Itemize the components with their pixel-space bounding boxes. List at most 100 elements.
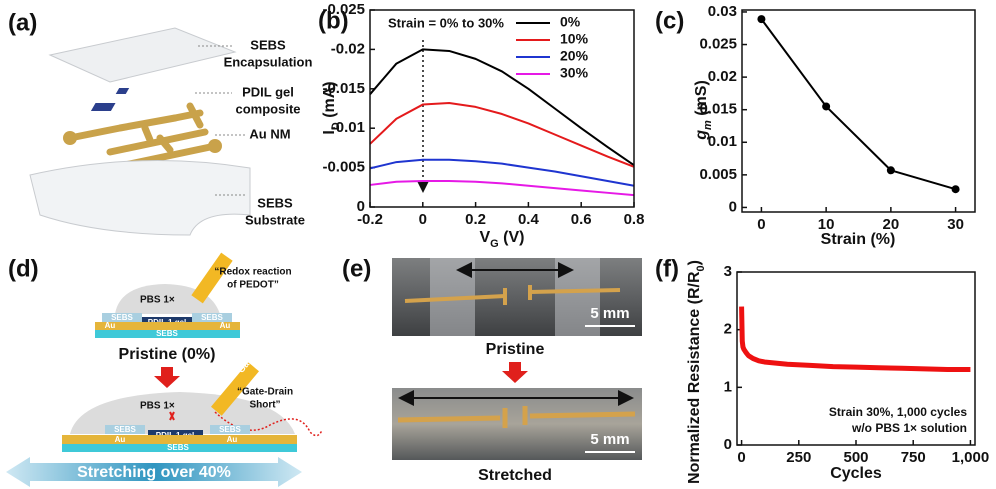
- data-line: [370, 103, 634, 167]
- pbs-label: PBS 1×: [140, 295, 175, 306]
- x-tick-label: 0.4: [518, 211, 540, 228]
- layer-label: SEBS: [257, 195, 293, 210]
- layer-label: composite: [235, 101, 300, 116]
- legend-label: 10%: [560, 31, 589, 47]
- x-tick-label: 0: [419, 211, 427, 228]
- caption: Pristine: [486, 341, 545, 358]
- panel-label: (a): [8, 9, 37, 36]
- panel-e: (e) 5 mm Pristine 5 mm Stretched: [342, 255, 642, 484]
- layer-text: SEBS: [114, 425, 136, 434]
- substrate-sheet: [30, 160, 250, 235]
- x-axis-label-part: G: [490, 238, 499, 250]
- y-tick-label: 1: [724, 378, 732, 395]
- layer-text: SEBS: [219, 425, 241, 434]
- y-tick-label: 0: [724, 436, 732, 453]
- au-pad: [63, 131, 77, 145]
- scale-label: 5 mm: [590, 431, 629, 448]
- y-axis-label-part: D: [330, 122, 342, 130]
- x-tick-label: -0.2: [357, 211, 383, 228]
- legend-label: 0%: [560, 14, 581, 30]
- stretch-label: Stretching over 40%: [77, 464, 231, 481]
- layer-label: Substrate: [245, 212, 305, 227]
- gel-pad: [116, 88, 129, 94]
- y-axis-label-part: (mS): [693, 80, 710, 120]
- y-axis-label: Normalized Resistance (R/R0): [686, 260, 707, 484]
- y-tick-label: 3: [724, 263, 732, 280]
- x-tick-label: 0.6: [571, 211, 592, 228]
- layer-text: Au: [105, 321, 116, 330]
- note: “Gate-Drain: [237, 387, 293, 398]
- scale-label: 5 mm: [590, 305, 629, 322]
- plot-frame: [370, 10, 634, 207]
- annotation: w/o PBS 1× solution: [851, 421, 967, 435]
- down-arrow: [154, 367, 180, 388]
- x-tick-label: 250: [786, 449, 811, 466]
- annotation: Strain = 0% to 30%: [388, 15, 504, 30]
- au-pad: [208, 139, 222, 153]
- layer-label: Au NM: [249, 126, 290, 141]
- annotation: Strain 30%, 1,000 cycles: [829, 405, 967, 419]
- y-tick-label: 0.01: [708, 133, 737, 150]
- x-axis-label: VG (V): [479, 229, 524, 250]
- data-point: [757, 15, 765, 23]
- panel-label: (c): [655, 7, 684, 34]
- y-tick-label: -0.025: [322, 1, 365, 18]
- y-tick-label: 2: [724, 321, 732, 338]
- data-point: [887, 166, 895, 174]
- y-tick-label: -0.02: [331, 40, 365, 57]
- legend-label: 20%: [560, 48, 589, 64]
- layer-text: SEBS: [156, 329, 178, 338]
- data-point: [822, 102, 830, 110]
- au-electrodes: [70, 106, 215, 165]
- data-line: [742, 307, 971, 370]
- layer-text: Au: [115, 435, 126, 444]
- x-tick-label: 0: [737, 449, 745, 466]
- data-line: [370, 181, 634, 195]
- down-arrow: [502, 362, 528, 383]
- panel-label: (d): [8, 255, 39, 282]
- y-tick-label: 0.02: [708, 68, 737, 85]
- panel-label: (f): [655, 255, 679, 282]
- panel-a: (a) SEBS Encapsulation PDIL gel composit…: [8, 9, 312, 235]
- layer-text: Au: [220, 321, 231, 330]
- x-tick-label: 1,000: [952, 449, 990, 466]
- legend-label: 30%: [560, 65, 589, 81]
- x-axis-label-part: V: [479, 229, 490, 246]
- figure: (a) SEBS Encapsulation PDIL gel composit…: [0, 0, 996, 489]
- x-tick-label: 0.2: [465, 211, 486, 228]
- data-point: [952, 185, 960, 193]
- y-axis-label-part: m: [702, 120, 714, 130]
- x-tick-label: 0.8: [624, 211, 645, 228]
- note: Short”: [249, 400, 280, 411]
- x-tick-label: 0: [757, 216, 765, 233]
- x-tick-label: 500: [843, 449, 868, 466]
- data-line: [761, 19, 955, 189]
- y-tick-label: 0: [729, 198, 737, 215]
- note: “Redox reaction: [214, 267, 291, 278]
- panel-d: (d) Gate PBS 1× “Redox reaction of PEDOT…: [6, 242, 322, 487]
- y-axis-label-part: Normalized Resistance (R/R: [686, 271, 703, 484]
- encapsulation-sheet: [50, 28, 235, 82]
- pbs-droplet: [70, 392, 295, 434]
- y-axis-label-part: g: [693, 130, 710, 141]
- y-tick-label: 0.025: [699, 36, 737, 53]
- x-axis-label: Strain (%): [821, 231, 896, 248]
- layer-label: Encapsulation: [224, 54, 313, 69]
- pbs-label: PBS 1×: [140, 401, 175, 412]
- layer-label: PDIL gel: [242, 84, 294, 99]
- x-tick-label: 750: [901, 449, 926, 466]
- y-axis-label-part: ): [686, 260, 703, 265]
- data-line: [370, 49, 634, 165]
- gel-pad: [91, 103, 116, 111]
- y-tick-label: -0.005: [322, 159, 365, 176]
- y-axis-label-part: (mA): [321, 81, 338, 122]
- note: of PEDOT”: [227, 280, 279, 291]
- x-axis-label-part: (V): [499, 229, 525, 246]
- y-tick-label: 0.005: [699, 166, 737, 183]
- layer-text: SEBS: [167, 443, 189, 452]
- panel-label: (e): [342, 255, 371, 282]
- layer-text: Au: [227, 435, 238, 444]
- layer-label: SEBS: [250, 37, 286, 52]
- caption: Stretched: [478, 467, 552, 484]
- x-axis-label: Cycles: [830, 465, 882, 482]
